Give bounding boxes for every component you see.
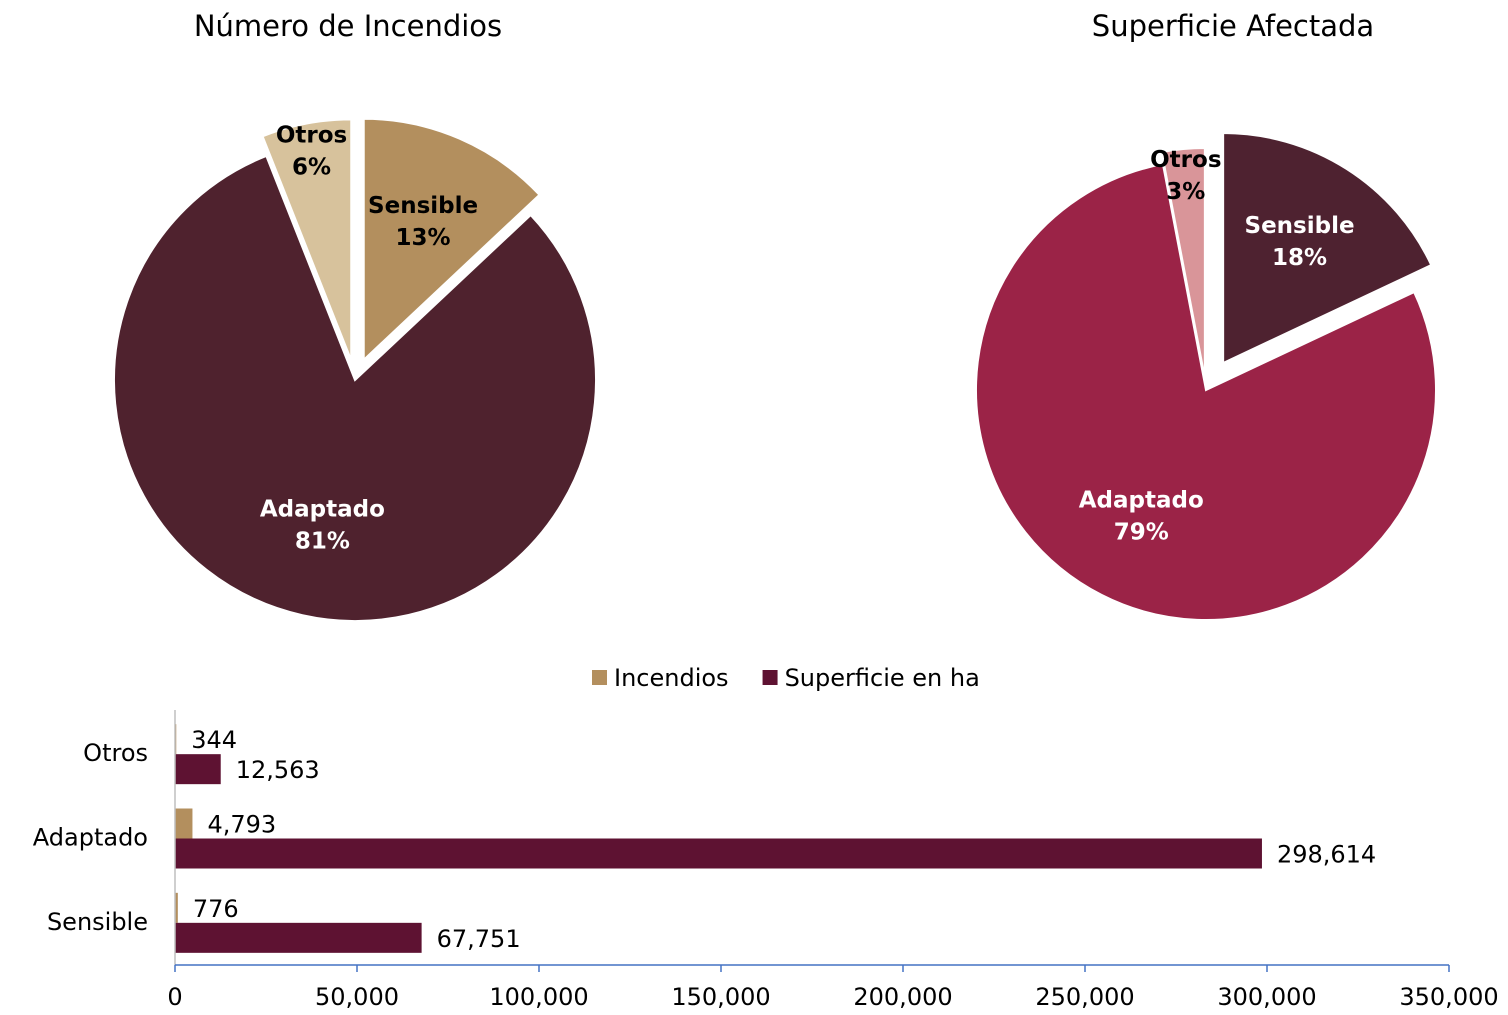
slice-value: 81% <box>295 528 350 554</box>
x-tick-label: 250,000 <box>1035 983 1134 1011</box>
slice-label: Otros <box>276 123 347 149</box>
y-tick-label: Adaptado <box>33 824 148 852</box>
slice-label: Sensible <box>1245 213 1355 239</box>
legend-label: Superficie en ha <box>785 664 980 692</box>
bar <box>175 808 193 839</box>
slice-value: 6% <box>292 155 331 181</box>
bar-value-label: 4,793 <box>207 811 276 839</box>
legend-swatch <box>762 670 778 685</box>
bar-value-label: 776 <box>193 895 239 923</box>
slice-label: Adaptado <box>1079 488 1204 514</box>
slice-value: 79% <box>1114 520 1169 546</box>
bar-value-label: 67,751 <box>437 925 521 953</box>
y-tick-label: Otros <box>83 739 148 767</box>
bar <box>175 838 1262 869</box>
slice-label: Adaptado <box>260 496 385 522</box>
slice-label: Otros <box>1150 147 1221 173</box>
slice-value: 3% <box>1166 179 1205 205</box>
slice-value: 18% <box>1272 245 1327 271</box>
pie-slice <box>975 162 1437 621</box>
x-tick-label: 0 <box>167 983 182 1011</box>
x-tick-label: 150,000 <box>671 983 770 1011</box>
x-tick-label: 100,000 <box>489 983 588 1011</box>
pie-slice <box>362 117 541 363</box>
x-tick-label: 50,000 <box>315 983 399 1011</box>
chart-title: Superficie Afectada <box>1092 9 1374 43</box>
slice-label: Sensible <box>368 193 478 219</box>
bar-value-label: 344 <box>191 726 237 754</box>
legend-label: Incendios <box>614 664 729 692</box>
pie-slice <box>1222 131 1433 365</box>
bar-value-label: 12,563 <box>236 756 320 784</box>
y-tick-label: Sensible <box>47 908 148 936</box>
bar <box>175 922 422 953</box>
x-tick-label: 300,000 <box>1217 983 1316 1011</box>
bar-value-label: 298,614 <box>1277 841 1376 869</box>
x-tick-label: 350,000 <box>1399 983 1498 1011</box>
pie-slice <box>1160 147 1206 379</box>
pie-slice <box>261 118 353 361</box>
slice-value: 13% <box>396 225 451 251</box>
x-tick-label: 200,000 <box>853 983 952 1011</box>
bar <box>175 892 178 923</box>
bar <box>175 754 221 785</box>
pie-slice <box>113 154 597 622</box>
chart-title: Número de Incendios <box>194 9 502 43</box>
legend-swatch <box>592 670 607 685</box>
